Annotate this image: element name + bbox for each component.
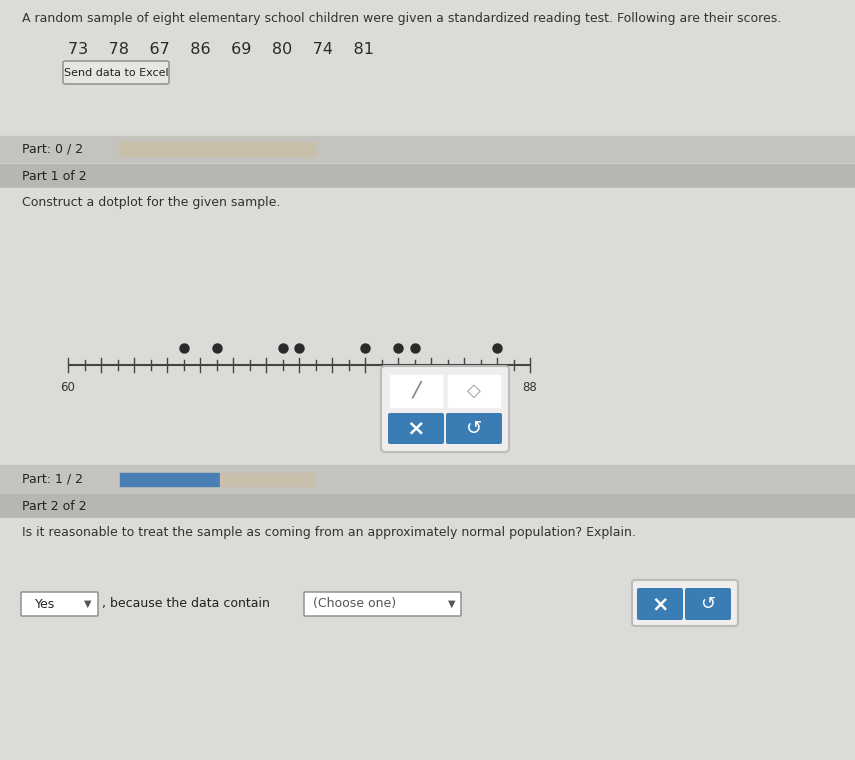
FancyBboxPatch shape bbox=[637, 588, 683, 620]
Text: ▼: ▼ bbox=[448, 599, 456, 609]
Text: Is it reasonable to treat the sample as coming from an approximately normal popu: Is it reasonable to treat the sample as … bbox=[22, 526, 636, 539]
Bar bbox=[0, 494, 855, 518]
Text: ↺: ↺ bbox=[700, 595, 716, 613]
Text: 88: 88 bbox=[522, 381, 538, 394]
Text: ▼: ▼ bbox=[85, 599, 91, 609]
FancyBboxPatch shape bbox=[304, 592, 461, 616]
FancyBboxPatch shape bbox=[632, 580, 738, 626]
Text: Part 2 of 2: Part 2 of 2 bbox=[22, 499, 86, 512]
Bar bbox=[120, 473, 220, 486]
FancyBboxPatch shape bbox=[388, 413, 444, 444]
Text: Construct a dotplot for the given sample.: Construct a dotplot for the given sample… bbox=[22, 196, 280, 209]
Text: ×: × bbox=[652, 594, 669, 614]
Text: ◇: ◇ bbox=[467, 382, 481, 400]
Text: /: / bbox=[412, 381, 420, 401]
Text: Yes: Yes bbox=[35, 597, 56, 610]
Bar bbox=[220, 473, 315, 486]
Text: , because the data contain: , because the data contain bbox=[102, 597, 270, 610]
Text: 73    78    67    86    69    80    74    81: 73 78 67 86 69 80 74 81 bbox=[68, 42, 374, 57]
FancyBboxPatch shape bbox=[685, 588, 731, 620]
Bar bbox=[0, 0, 855, 160]
Text: (Choose one): (Choose one) bbox=[313, 597, 396, 610]
Text: A random sample of eight elementary school children were given a standardized re: A random sample of eight elementary scho… bbox=[22, 12, 781, 25]
Text: Send data to Excel: Send data to Excel bbox=[63, 68, 168, 78]
Bar bbox=[0, 164, 855, 188]
Text: Part: 0 / 2: Part: 0 / 2 bbox=[22, 143, 83, 156]
FancyBboxPatch shape bbox=[446, 413, 502, 444]
Bar bbox=[120, 142, 315, 156]
Bar bbox=[0, 518, 855, 700]
FancyBboxPatch shape bbox=[63, 61, 169, 84]
Text: ↺: ↺ bbox=[466, 419, 482, 438]
FancyBboxPatch shape bbox=[381, 366, 509, 452]
Text: Part 1 of 2: Part 1 of 2 bbox=[22, 169, 86, 182]
Text: Part: 1 / 2: Part: 1 / 2 bbox=[22, 473, 83, 486]
FancyBboxPatch shape bbox=[21, 592, 98, 616]
Text: 60: 60 bbox=[61, 381, 75, 394]
Bar bbox=[390, 375, 442, 407]
Bar bbox=[0, 136, 855, 162]
Bar bbox=[0, 188, 855, 460]
Bar bbox=[448, 375, 500, 407]
Text: ×: × bbox=[407, 419, 425, 439]
Bar bbox=[0, 465, 855, 493]
